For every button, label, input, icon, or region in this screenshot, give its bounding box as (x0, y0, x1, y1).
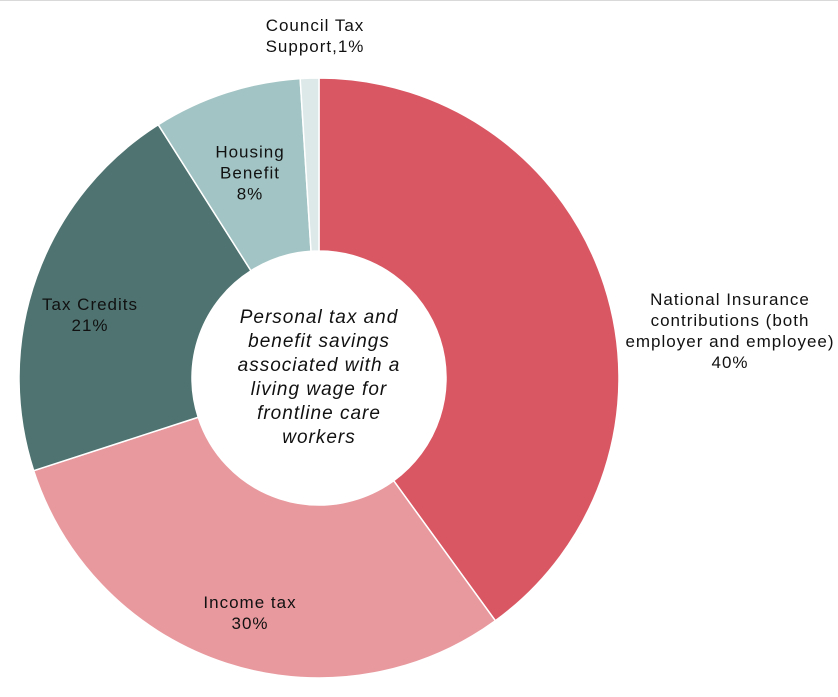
donut-slice (299, 77, 320, 253)
value-label: 21% (71, 316, 109, 335)
slice-label: Council Tax Support,1% (240, 15, 390, 57)
category-label: Tax Credits (41, 295, 139, 314)
donut-slice (18, 123, 252, 472)
chart-title: Personal tax and benefit savings associa… (237, 307, 401, 448)
category-label: Council Tax Support, (265, 16, 365, 56)
value-label: 1% (337, 37, 365, 56)
slice-label: National Insurance contributions (both e… (623, 289, 838, 373)
slice-label: Housing Benefit 8% (185, 142, 315, 205)
category-label: Income tax (203, 593, 297, 612)
value-label: 8% (236, 184, 264, 204)
category-label: Housing Benefit (215, 142, 285, 183)
slice-label: Tax Credits 21% (25, 294, 155, 336)
donut-slice (32, 416, 497, 679)
value-label: 30% (231, 614, 269, 633)
value-label: 40% (711, 353, 749, 372)
category-label: National Insurance contributions (both e… (625, 290, 835, 351)
slice-label: Income tax 30% (185, 592, 315, 634)
donut-slice (318, 77, 620, 622)
